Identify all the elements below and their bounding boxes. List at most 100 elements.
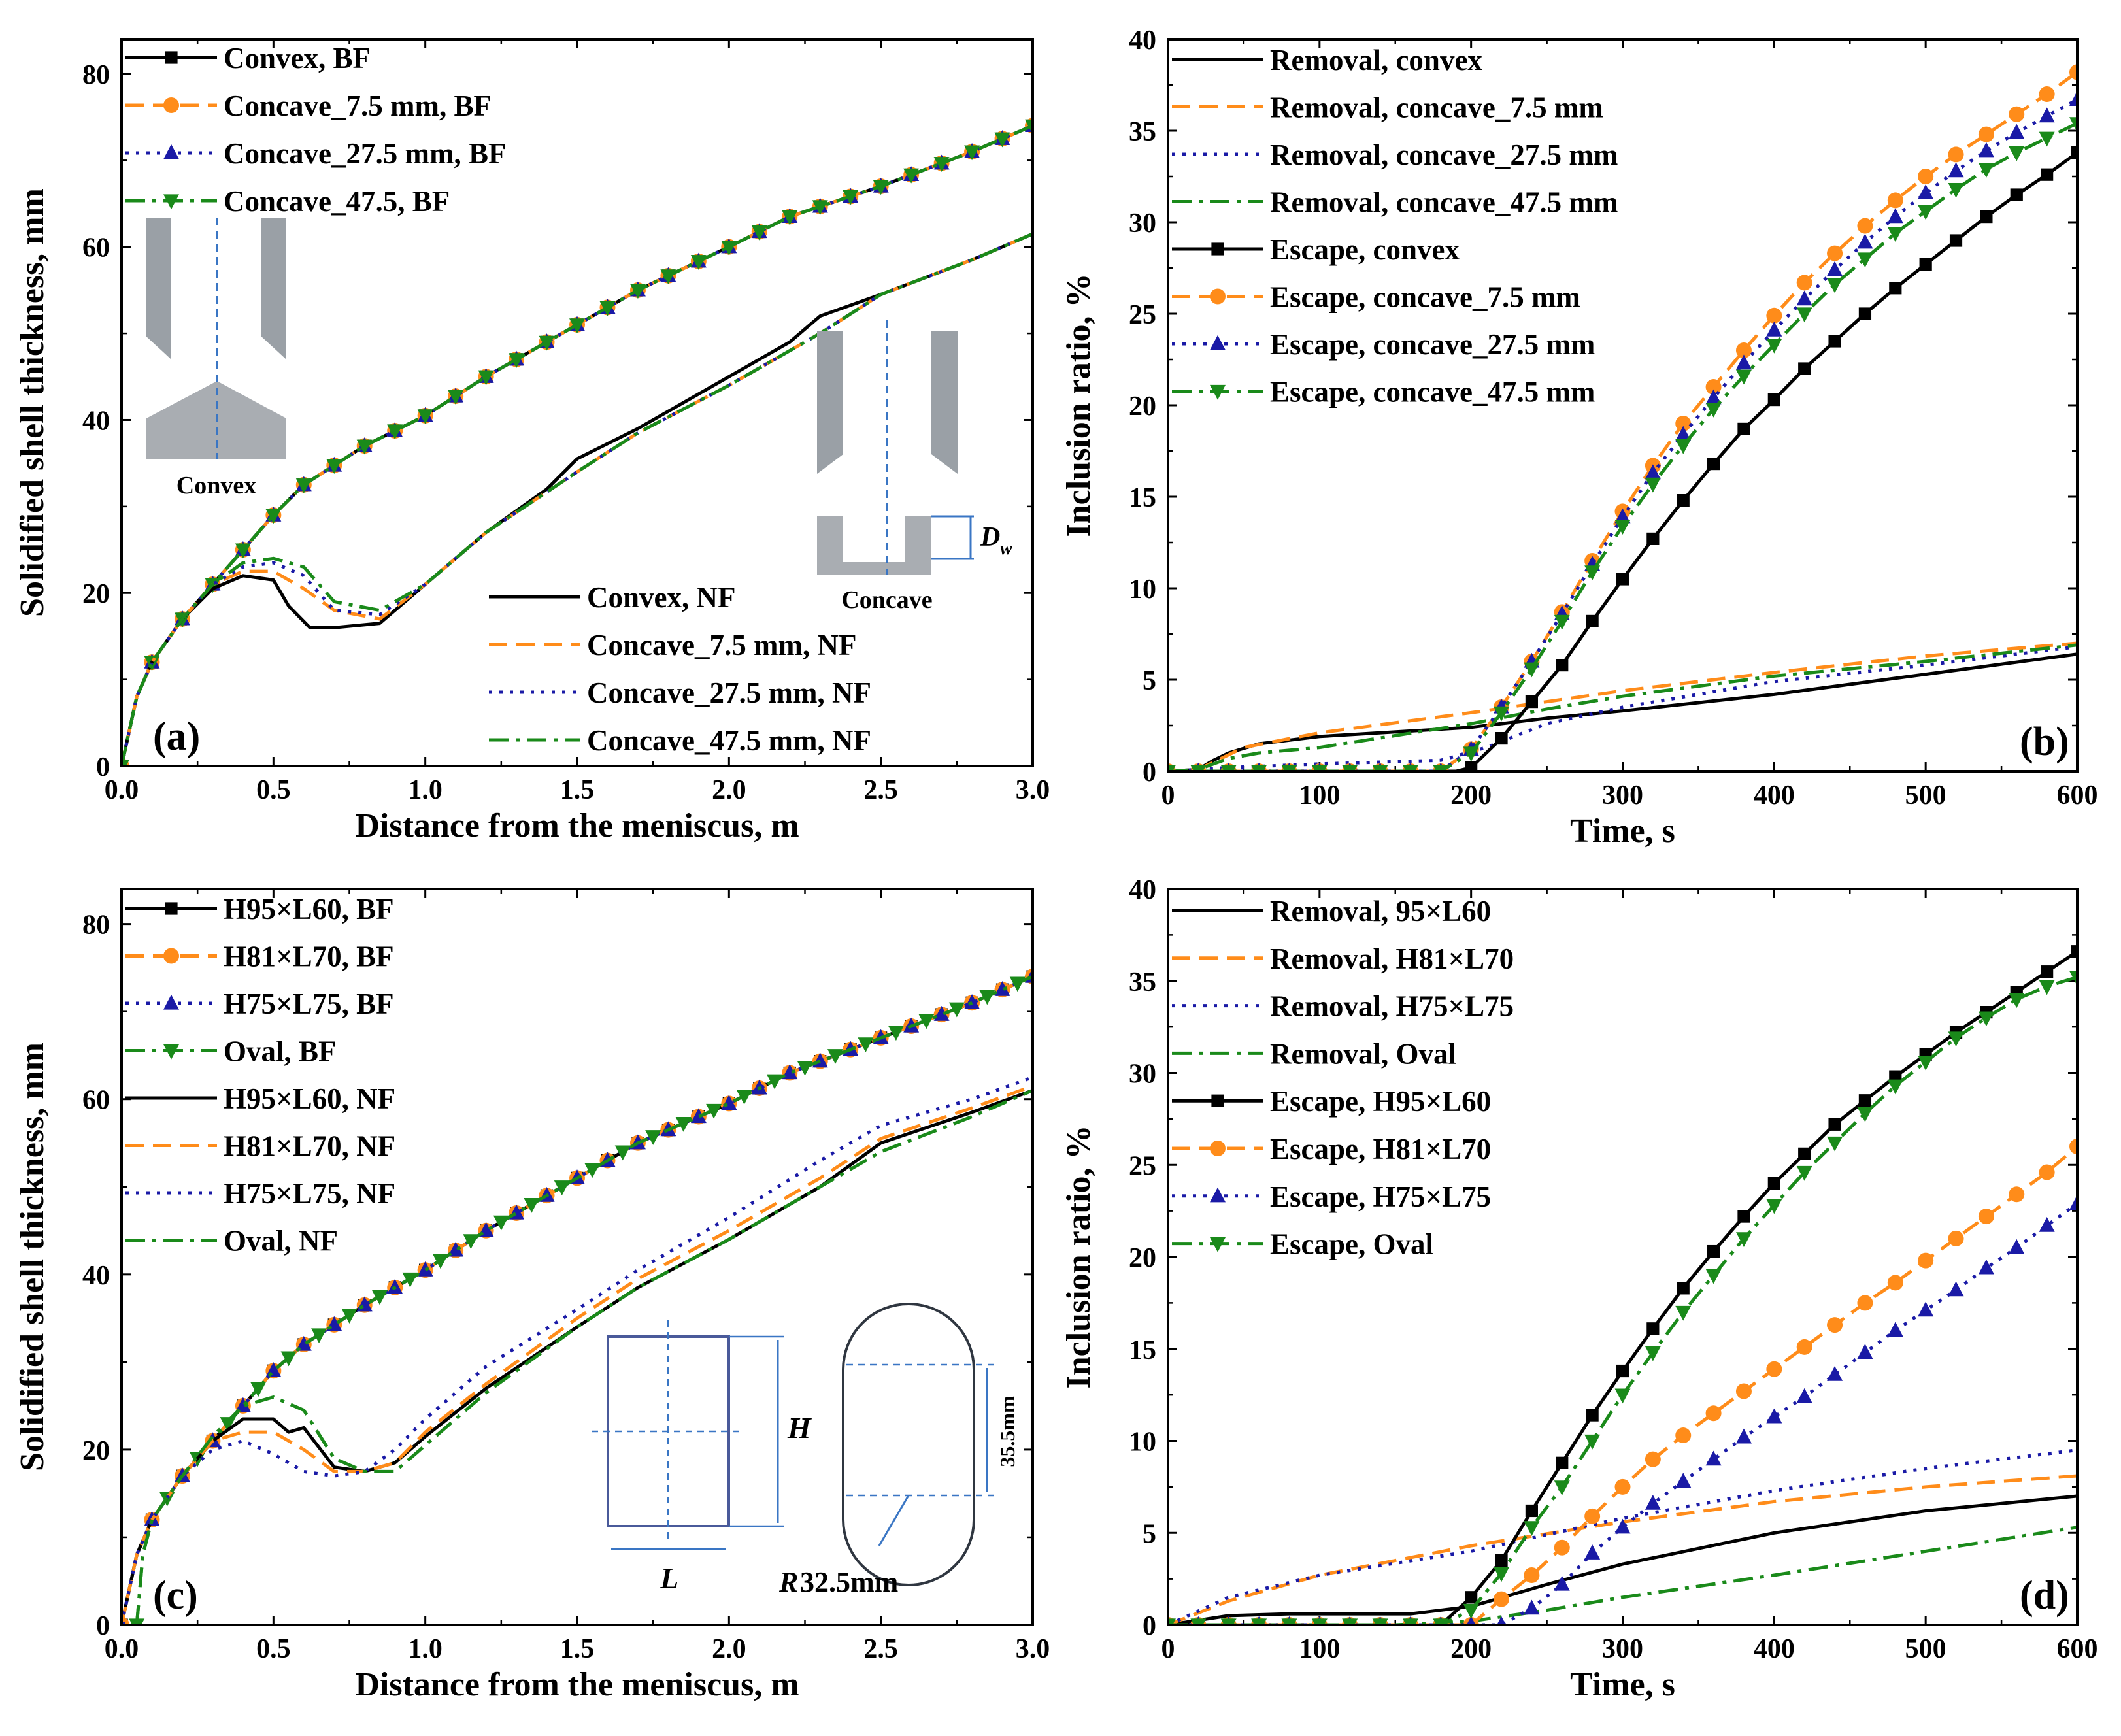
mold-wall-right (261, 218, 286, 359)
legend-marker (1210, 335, 1226, 350)
data-point (933, 157, 950, 172)
data-point (1948, 1230, 1964, 1246)
data-point (2009, 1239, 2025, 1254)
data-point (1584, 565, 1601, 580)
x-tick-label: 2.5 (863, 1634, 898, 1664)
data-point (1796, 1388, 1812, 1403)
data-point (1465, 1591, 1478, 1604)
data-point (1918, 184, 1934, 199)
data-point (1433, 765, 1449, 771)
data-point (1433, 1618, 1449, 1625)
data-point (1766, 1408, 1782, 1424)
data-point (1342, 765, 1358, 771)
data-point (1766, 307, 1782, 324)
y-axis-label: Solidified shell thickness, mm (14, 188, 51, 617)
data-point (1524, 1521, 1540, 1537)
data-point (1586, 1409, 1599, 1422)
data-point (2069, 64, 2077, 80)
inset-oval-section: 35.5mm R 32.5mm (778, 1303, 1019, 1598)
data-point (1251, 765, 1267, 771)
legend-marker (163, 144, 179, 159)
data-point (1495, 732, 1508, 745)
legend-label: Escape, Oval (1270, 1228, 1433, 1261)
data-point (2039, 86, 2055, 102)
plot-frame (120, 38, 1034, 767)
y-tick-label: 20 (1129, 392, 1156, 422)
data-point (1463, 746, 1479, 762)
legend-marker (1210, 1187, 1226, 1203)
panel-label: (d) (2020, 1573, 2069, 1618)
mold-wall-right (931, 331, 958, 474)
series-line (122, 232, 1033, 766)
data-point (1705, 389, 1722, 405)
data-point (1311, 1618, 1328, 1625)
y-tick-label: 60 (82, 1086, 110, 1116)
data-point (1918, 205, 1934, 220)
data-point (1978, 1209, 1994, 1225)
data-point (2069, 1195, 2077, 1210)
data-point (311, 1328, 327, 1344)
data-point (858, 1037, 874, 1053)
data-point (1887, 208, 1903, 224)
data-point (1827, 1136, 1843, 1152)
legend-label: Removal, concave_27.5 mm (1270, 139, 1618, 171)
data-point (1796, 275, 1812, 291)
panel-label: (c) (153, 1573, 198, 1618)
y-axis-label: Solidified shell thickness, mm (14, 1043, 51, 1471)
data-point (1735, 342, 1752, 358)
data-point (1614, 508, 1631, 524)
legend-label: H81×L70, NF (224, 1130, 395, 1163)
legend-label: Removal, 95×L60 (1270, 895, 1491, 927)
data-point (1705, 1269, 1722, 1284)
y-tick-label: 80 (82, 910, 110, 941)
data-point (1645, 1451, 1661, 1467)
data-point (721, 241, 737, 256)
legend-label: Escape, H81×L70 (1270, 1133, 1491, 1165)
legend-marker (1211, 1094, 1224, 1107)
data-point (1675, 426, 1692, 441)
data-point (1584, 1508, 1601, 1524)
data-point (1525, 1504, 1538, 1518)
data-point (1494, 706, 1510, 722)
data-point (903, 168, 920, 184)
inset-label-r: R (778, 1566, 798, 1598)
legend-label: Concave_47.5 mm, NF (587, 724, 871, 757)
series-group (122, 967, 1033, 1625)
data-point (1918, 169, 1934, 184)
data-point (1342, 1618, 1358, 1625)
legend-marker (1210, 288, 1226, 305)
y-tick-label: 20 (1129, 1243, 1156, 1273)
inset-concave: Concave D w (817, 320, 1012, 614)
legend-label: Concave_27.5 mm, BF (224, 137, 506, 170)
data-point (1767, 393, 1780, 407)
data-point (1705, 403, 1722, 418)
data-point (1645, 1346, 1661, 1361)
series-line (1168, 645, 2077, 771)
data-point (629, 284, 646, 299)
data-point (1889, 282, 1902, 295)
data-point (1887, 192, 1903, 209)
data-point (1281, 1618, 1297, 1625)
legend-label: Escape, H75×L75 (1270, 1180, 1491, 1213)
data-point (1168, 1618, 1176, 1625)
data-point (1675, 1305, 1692, 1321)
data-point (1495, 1554, 1508, 1567)
data-point (250, 1382, 267, 1397)
data-point (1707, 1244, 1720, 1258)
legend-marker (163, 1044, 179, 1060)
mold-wall-left (146, 218, 171, 359)
data-point (599, 301, 616, 316)
data-point (2041, 168, 2054, 181)
x-tick-label: 3.0 (1016, 775, 1050, 805)
data-point (1948, 1031, 1964, 1047)
data-point (2069, 117, 2077, 132)
data-point (1827, 1365, 1843, 1381)
series-line (1168, 643, 2077, 771)
data-point (1978, 1259, 1994, 1275)
data-point (1948, 162, 1964, 178)
data-point (1887, 227, 1903, 242)
data-point (1737, 1210, 1750, 1223)
data-point (1735, 1383, 1752, 1399)
legend-label: Convex, NF (587, 581, 735, 614)
data-point (509, 353, 525, 369)
